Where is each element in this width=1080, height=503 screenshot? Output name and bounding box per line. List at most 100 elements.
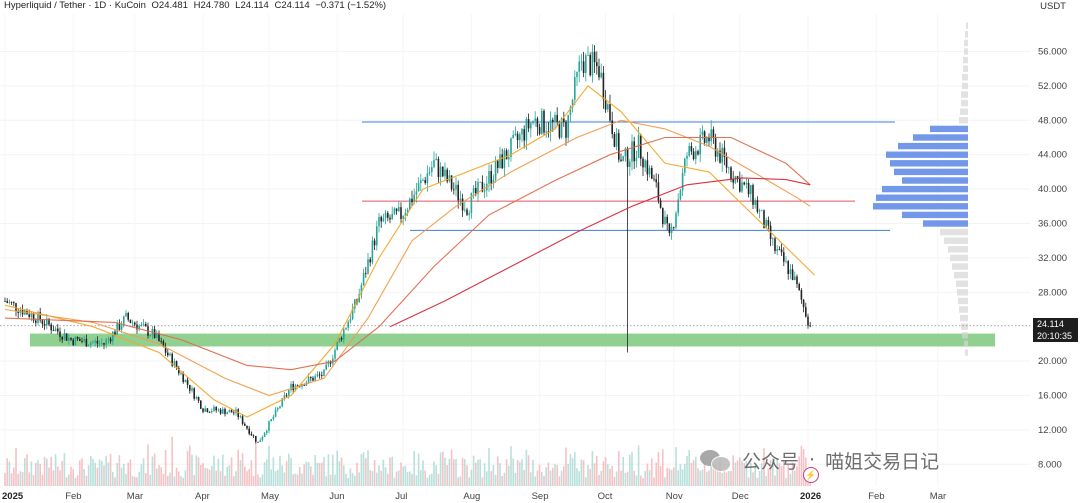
volume-bar bbox=[393, 477, 396, 486]
volume-bar bbox=[686, 455, 688, 486]
volume-profile-bar bbox=[913, 134, 968, 141]
volume-bar bbox=[184, 470, 187, 486]
candle-body bbox=[48, 318, 50, 325]
volume-bar bbox=[277, 469, 279, 486]
candle-body bbox=[699, 134, 701, 155]
volume-bar bbox=[510, 446, 512, 486]
candle-body bbox=[642, 158, 644, 168]
volume-bar bbox=[149, 474, 151, 486]
candle-body bbox=[61, 336, 63, 340]
candle-body bbox=[118, 322, 121, 330]
volume-profile-bar bbox=[959, 306, 968, 313]
volume-profile-bar bbox=[894, 168, 968, 176]
volume-profile-bar bbox=[890, 160, 968, 167]
candle-body bbox=[690, 146, 693, 152]
volume-bar bbox=[255, 443, 257, 486]
volume-bar bbox=[541, 472, 543, 486]
candle-body bbox=[153, 328, 156, 338]
volume-bar bbox=[525, 449, 528, 486]
candle-body bbox=[534, 118, 536, 121]
candle-body bbox=[545, 131, 547, 133]
volume-bar bbox=[659, 466, 662, 486]
volume-bar bbox=[285, 461, 288, 486]
candle-body bbox=[624, 148, 627, 157]
volume-bar bbox=[481, 477, 484, 486]
volume-bar bbox=[351, 472, 354, 486]
volume-bar bbox=[70, 466, 72, 486]
volume-bar bbox=[565, 447, 567, 486]
watermark-right: 喵姐交易日记 bbox=[825, 450, 940, 473]
candle-body bbox=[107, 338, 110, 340]
volume-bar bbox=[479, 459, 481, 486]
volume-bar bbox=[464, 459, 466, 486]
volume-bar bbox=[28, 472, 30, 486]
candle-body bbox=[435, 158, 437, 161]
volume-bar bbox=[453, 459, 455, 486]
candle-body bbox=[246, 425, 248, 429]
candle-body bbox=[629, 161, 631, 167]
candle-body bbox=[444, 169, 446, 177]
candle-body bbox=[723, 147, 726, 158]
volume-bar bbox=[123, 463, 125, 486]
volume-bar bbox=[776, 458, 778, 486]
x-tick-label: Nov bbox=[666, 491, 683, 502]
volume-bar bbox=[530, 472, 532, 486]
candle-body bbox=[433, 160, 435, 168]
volume-bar bbox=[512, 458, 514, 486]
candle-body bbox=[552, 119, 554, 122]
candle-body bbox=[728, 167, 730, 169]
volume-bar bbox=[244, 466, 246, 486]
lightning-icon[interactable]: ⚡ bbox=[803, 467, 819, 483]
volume-bar bbox=[494, 474, 497, 486]
volume-bar bbox=[76, 475, 79, 486]
volume-bar bbox=[402, 466, 404, 486]
candle-body bbox=[796, 276, 798, 285]
volume-profile-bar bbox=[958, 297, 968, 305]
volume-bar bbox=[780, 465, 783, 486]
candle-body bbox=[182, 373, 184, 383]
volume-bar bbox=[202, 463, 204, 486]
volume-bar bbox=[321, 462, 323, 486]
candle-body bbox=[659, 200, 662, 208]
candle-body bbox=[334, 349, 336, 359]
volume-bar bbox=[307, 462, 310, 486]
volume-bar bbox=[226, 466, 228, 486]
candle-body bbox=[76, 336, 79, 340]
moving-average-line bbox=[4, 136, 811, 371]
volume-bar bbox=[428, 474, 431, 486]
candle-body bbox=[787, 261, 789, 275]
candle-body bbox=[90, 342, 92, 346]
volume-bar bbox=[74, 477, 77, 486]
volume-bar bbox=[87, 465, 90, 486]
volume-bar bbox=[193, 475, 195, 486]
volume-bar bbox=[600, 471, 602, 486]
volume-bar bbox=[602, 461, 605, 486]
candle-body bbox=[290, 383, 292, 391]
candle-body bbox=[604, 99, 607, 110]
volume-bar bbox=[164, 450, 167, 486]
candle-body bbox=[109, 338, 112, 342]
volume-bar bbox=[488, 447, 490, 486]
candle-body bbox=[35, 320, 37, 323]
candle-body bbox=[321, 375, 323, 376]
candle-body bbox=[244, 423, 246, 426]
volume-bar bbox=[345, 473, 347, 486]
symbol-title[interactable]: Hyperliquid / Tether · 1D · KuCoin bbox=[4, 0, 146, 11]
volume-bar bbox=[688, 450, 690, 486]
candle-body bbox=[560, 118, 563, 138]
x-tick-label: Feb bbox=[65, 491, 81, 502]
volume-bar bbox=[708, 470, 710, 486]
volume-bar bbox=[574, 451, 576, 486]
candle-body bbox=[789, 269, 792, 275]
candle-body bbox=[457, 184, 459, 201]
volume-bar bbox=[787, 464, 789, 486]
volume-profile-bar bbox=[886, 151, 968, 158]
candle-body bbox=[644, 160, 646, 168]
volume-bar bbox=[125, 473, 127, 486]
price-unit-label[interactable]: USDT bbox=[1040, 1, 1066, 12]
volume-bar bbox=[323, 457, 325, 486]
volume-bar bbox=[136, 477, 138, 486]
candle-body bbox=[712, 129, 715, 139]
candle-body bbox=[459, 198, 462, 201]
